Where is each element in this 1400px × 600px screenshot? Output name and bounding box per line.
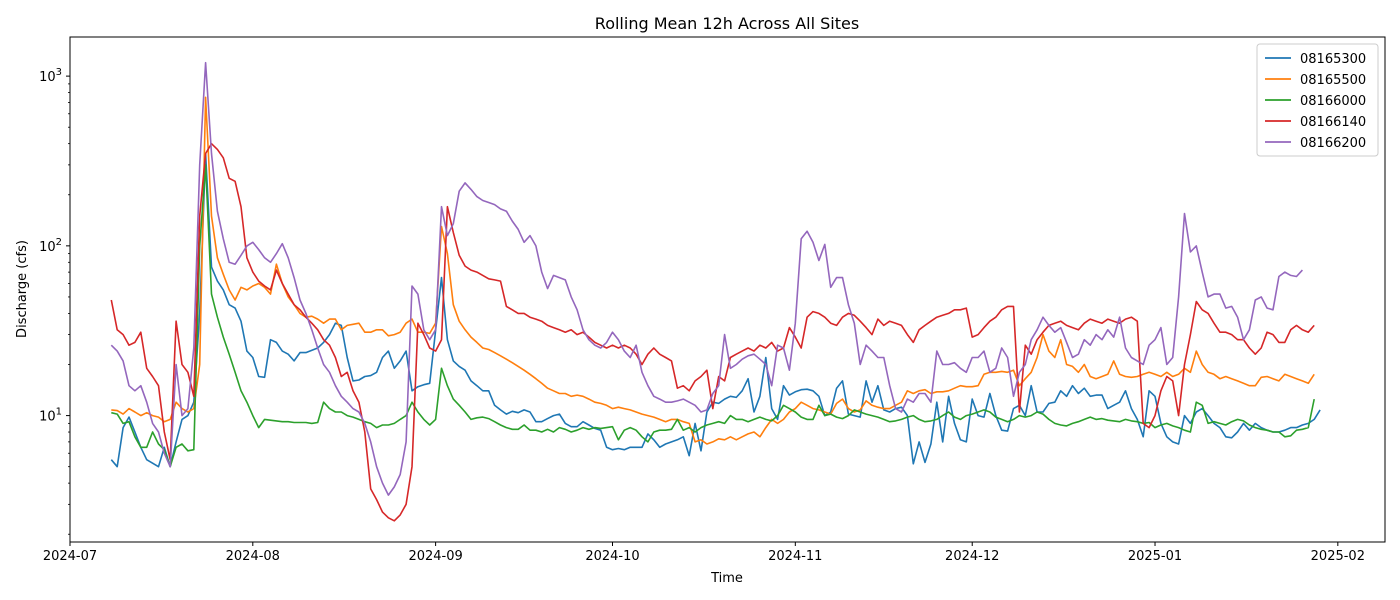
y-tick-label: 103 — [39, 67, 62, 85]
legend-label-08166140: 08166140 — [1300, 115, 1366, 130]
plot-area — [69, 36, 1386, 543]
chart-title: Rolling Mean 12h Across All Sites — [595, 14, 859, 33]
series-line-08165300 — [110, 152, 1321, 468]
x-tick-label: 2024-07 — [43, 549, 97, 564]
legend-label-08166000: 08166000 — [1300, 94, 1366, 109]
x-tick-label: 2025-02 — [1311, 549, 1365, 564]
x-tick-label: 2024-12 — [945, 549, 999, 564]
legend-label-08165300: 08165300 — [1300, 52, 1366, 67]
x-axis-label: Time — [710, 571, 743, 586]
legend-label-08166200: 08166200 — [1300, 136, 1366, 151]
legend-box — [1256, 43, 1379, 157]
series-line-08166140 — [110, 142, 1315, 522]
series-group — [110, 61, 1321, 522]
x-tick-label: 2025-01 — [1128, 549, 1182, 564]
y-tick-label: 102 — [39, 237, 62, 255]
series-line-08165500 — [111, 96, 1315, 445]
series-line-08166200 — [110, 61, 1303, 496]
x-tick-label: 2024-10 — [585, 549, 639, 564]
legend-label-08165500: 08165500 — [1300, 73, 1366, 88]
legend: 08165300 08165500 08166000 08166140 08166200 — [1256, 43, 1379, 157]
y-axis: 101 102 103 — [39, 67, 70, 535]
x-tick-label: 2024-09 — [408, 549, 462, 564]
y-tick-label: 101 — [39, 407, 62, 425]
series-line-08166000 — [111, 164, 1315, 468]
x-tick-label: 2024-08 — [226, 549, 280, 564]
x-axis: 2024-07 2024-08 2024-09 2024-10 2024-11 2024-… — [43, 542, 1365, 564]
x-tick-label: 2024-11 — [768, 549, 822, 564]
plot-frame — [69, 36, 1386, 543]
y-axis-label: Discharge (cfs) — [15, 240, 30, 338]
